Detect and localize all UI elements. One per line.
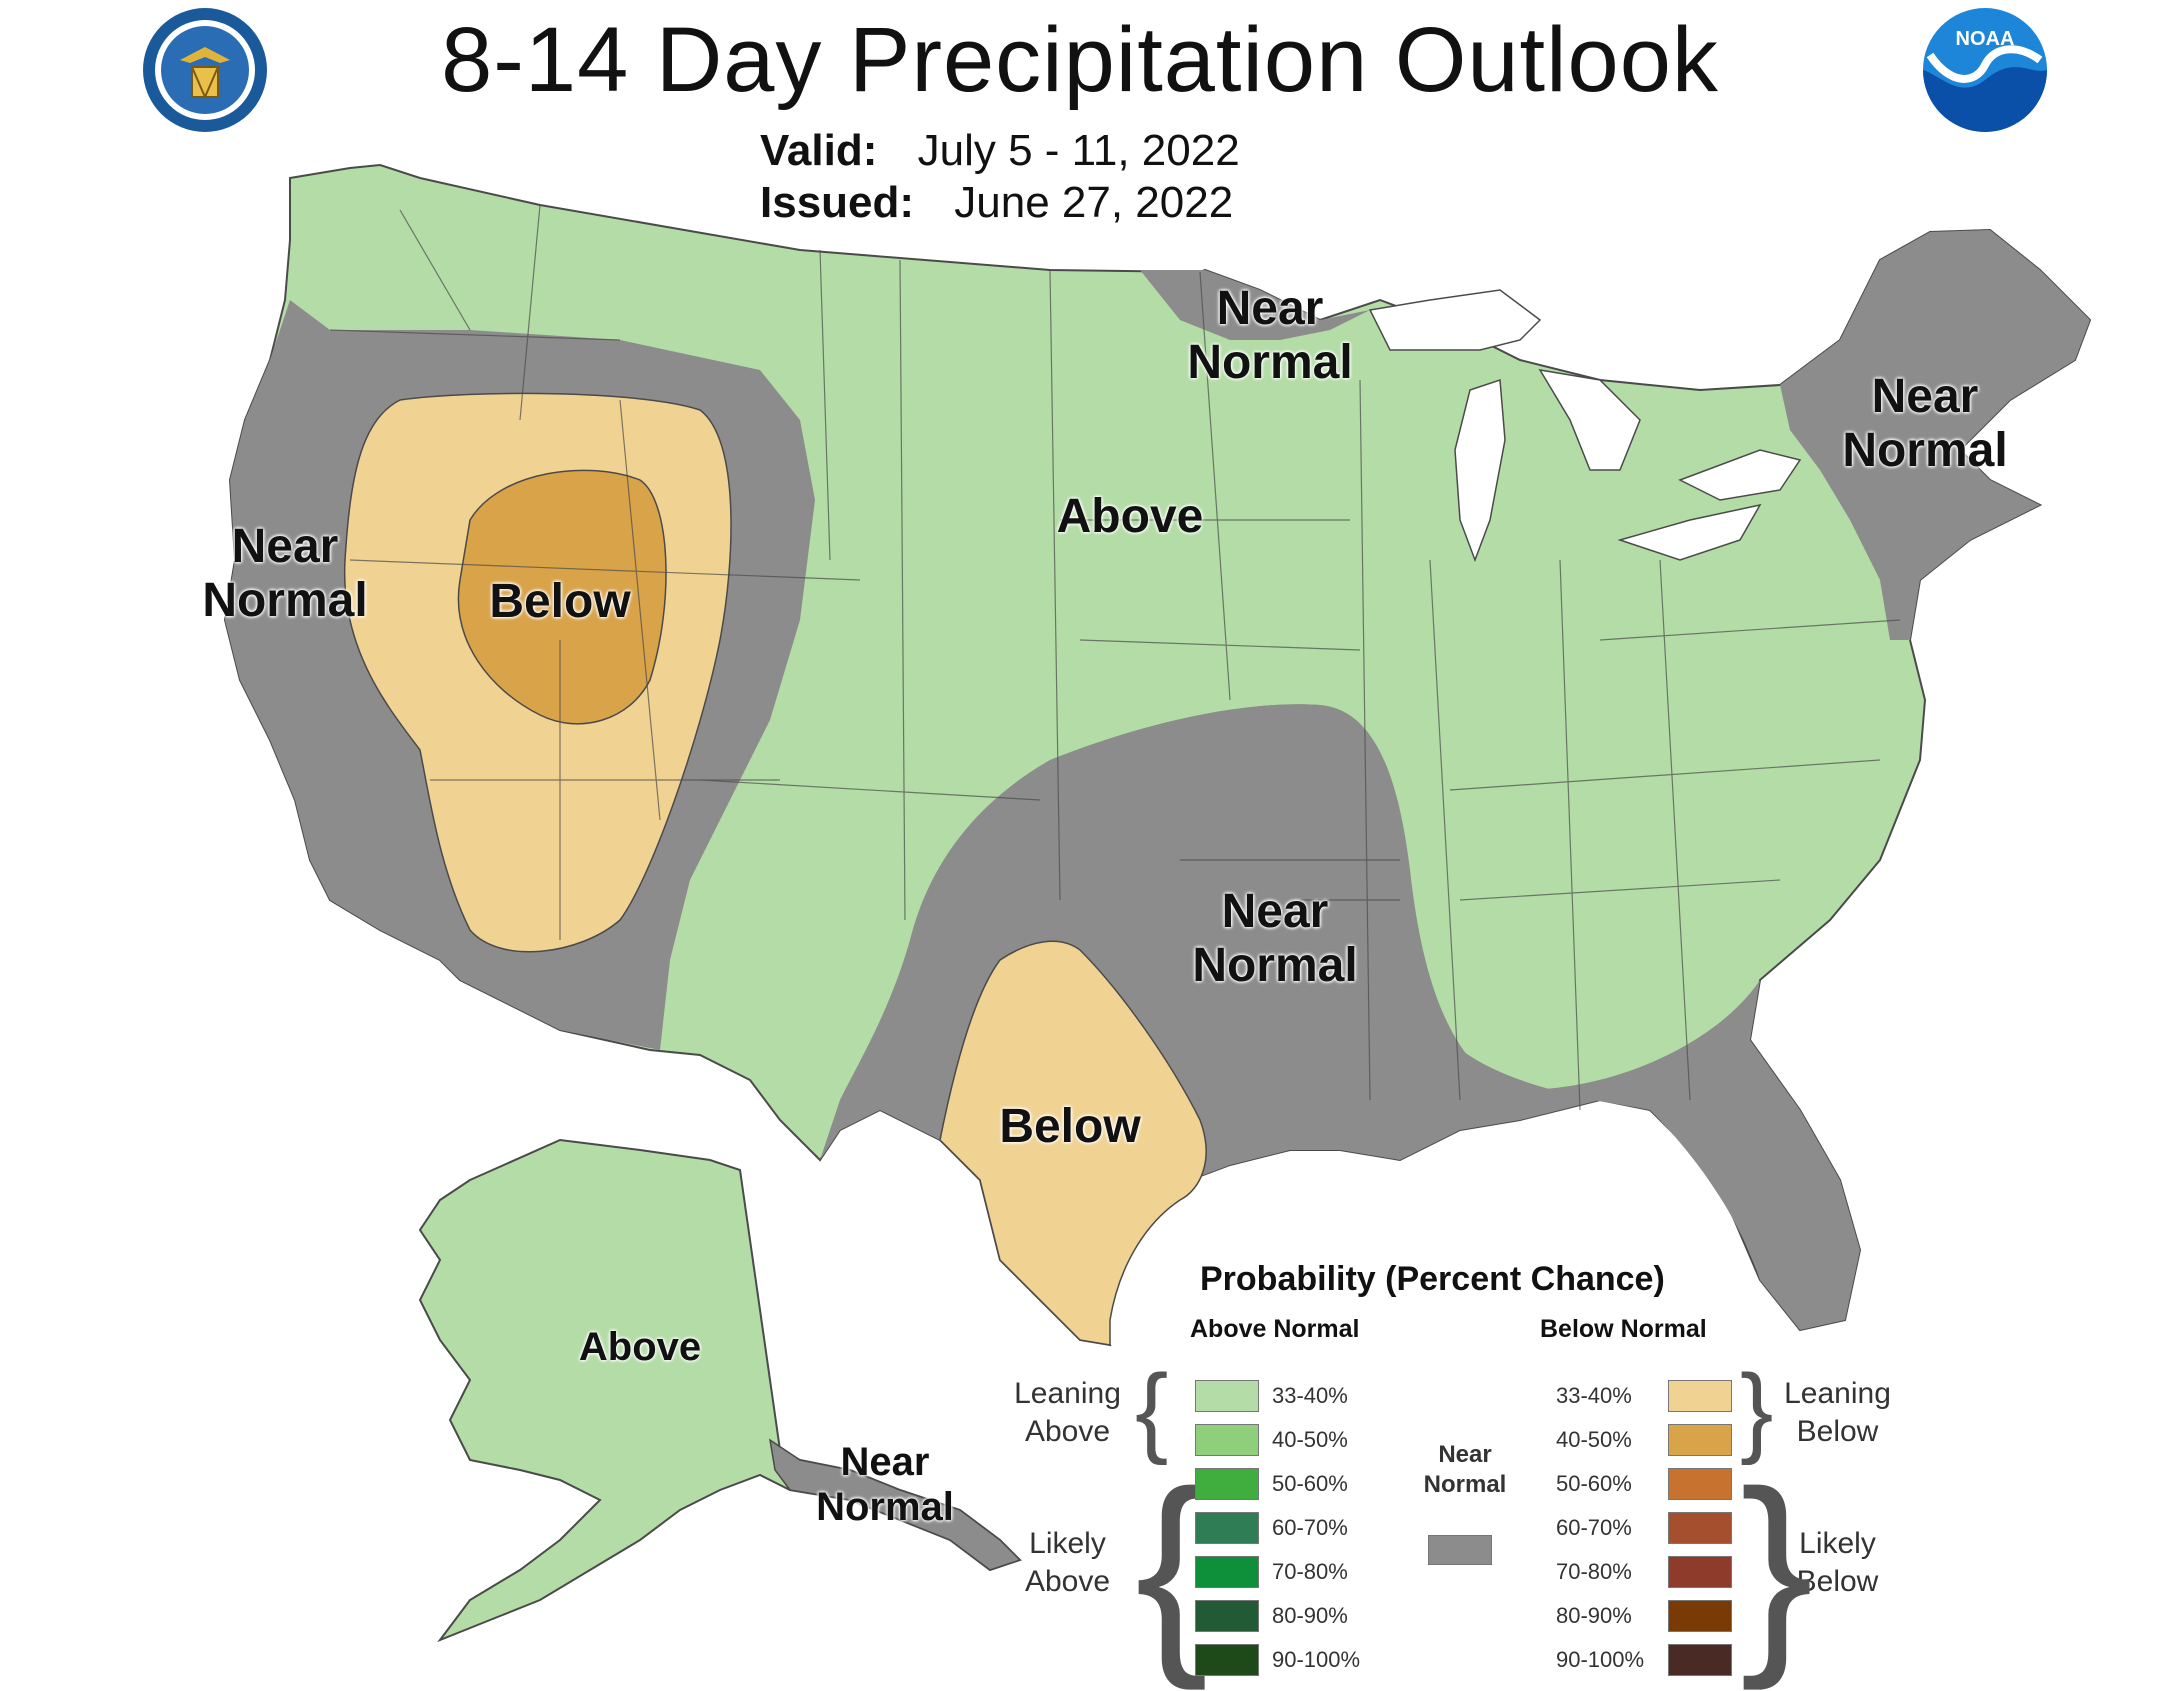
issued-row: Issued: June 27, 2022: [760, 177, 1240, 229]
legend-above-range: 80-90%: [1272, 1603, 1348, 1628]
region-great-basin-below-40-50: [457, 469, 667, 725]
noaa-logo: NOAA: [1923, 8, 2047, 132]
issued-value: June 27, 2022: [954, 178, 1234, 227]
brace-likely-below: }: [1740, 1445, 1814, 1691]
label-south-central: Near Normal: [1192, 885, 1358, 992]
valid-row: Valid: July 5 - 11, 2022: [760, 125, 1240, 177]
legend-leaning-below: Leaning Below: [1784, 1377, 1891, 1448]
legend-below-swatch: [1668, 1644, 1732, 1676]
legend-near-normal-swatch: [1428, 1535, 1492, 1565]
alaska-panhandle-near-normal: [768, 1438, 1022, 1571]
noaa-logo-text: NOAA: [1956, 28, 2015, 50]
legend-above-swatch: [1195, 1468, 1259, 1500]
region-south-central-near-normal: [1050, 704, 1860, 1330]
map-title: 8-14 Day Precipitation Outlook: [441, 9, 1719, 111]
alaska-landmass: [418, 1138, 1022, 1643]
region-texas-below-33-40: [939, 940, 1207, 1346]
great-lakes: [1368, 289, 1802, 563]
label-northeast: Near Normal: [1842, 370, 2008, 477]
legend-likely-below: Likely Below: [1796, 1527, 1879, 1598]
legend-title: Probability (Percent Chance): [1200, 1260, 1665, 1298]
label-west-coast: Near Normal: [195, 520, 375, 628]
label-upper-midwest: Near Normal: [1187, 282, 1353, 389]
region-upper-midwest-near-normal: [1140, 270, 1370, 340]
label-alaska: Above: [578, 1325, 702, 1369]
label-plains: Above: [1056, 490, 1204, 543]
legend-above-swatch: [1195, 1512, 1259, 1544]
legend-above-range: 70-80%: [1272, 1559, 1348, 1584]
valid-value: July 5 - 11, 2022: [917, 126, 1240, 175]
legend-below-range: 50-60%: [1556, 1471, 1632, 1496]
legend-below-range: 40-50%: [1556, 1427, 1632, 1452]
valid-label: Valid:: [760, 126, 878, 175]
state-boundaries: [329, 204, 1901, 1111]
brace-leaning-below: }: [1740, 1354, 1774, 1466]
legend-below-swatch: [1668, 1512, 1732, 1544]
legend-likely-above: Likely Above: [1024, 1527, 1111, 1598]
legend-below-swatch: [1668, 1468, 1732, 1500]
legend-below-swatch: [1668, 1424, 1732, 1456]
legend-leaning-above: Leaning Above: [1014, 1377, 1121, 1448]
legend-above-swatch: [1195, 1556, 1259, 1588]
label-great-basin: Below: [489, 575, 631, 628]
legend-below-swatch: [1668, 1380, 1732, 1412]
legend-above-range: 40-50%: [1272, 1427, 1348, 1452]
legend-below-swatch: [1668, 1556, 1732, 1588]
legend-above-range: 33-40%: [1272, 1383, 1348, 1408]
legend-above-range: 90-100%: [1272, 1647, 1361, 1672]
label-texas: Below: [999, 1100, 1141, 1153]
legend-above-swatch: [1195, 1424, 1259, 1456]
issued-label: Issued:: [760, 178, 915, 227]
date-block: Valid: July 5 - 11, 2022 Issued: June 27…: [760, 125, 1240, 229]
legend-above-range: 60-70%: [1272, 1515, 1348, 1540]
legend: Probability (Percent Chance) Above Norma…: [1000, 1260, 1920, 1678]
legend-below-range: 90-100%: [1556, 1647, 1645, 1672]
legend-below-header: Below Normal: [1540, 1315, 1707, 1343]
legend-above-range: 50-60%: [1272, 1471, 1348, 1496]
label-alaska-southeast: Near Normal: [816, 1440, 954, 1529]
legend-near-normal-label: Near Normal: [1423, 1441, 1507, 1498]
legend-below-range: 60-70%: [1556, 1515, 1632, 1540]
legend-below-range: 80-90%: [1556, 1603, 1632, 1628]
legend-below-range: 70-80%: [1556, 1559, 1632, 1584]
commerce-seal-logo: [143, 8, 267, 132]
label-west-coast-text: Near Normal: [202, 520, 368, 627]
legend-below-swatch: [1668, 1600, 1732, 1632]
region-northeast-near-normal: [1780, 230, 2090, 640]
legend-above-swatch: [1195, 1644, 1259, 1676]
legend-above-header: Above Normal: [1190, 1315, 1360, 1343]
legend-above-swatch: [1195, 1600, 1259, 1632]
legend-above-swatch: [1195, 1380, 1259, 1412]
legend-below-range: 33-40%: [1556, 1383, 1632, 1408]
brace-leaning-above: {: [1135, 1354, 1169, 1466]
